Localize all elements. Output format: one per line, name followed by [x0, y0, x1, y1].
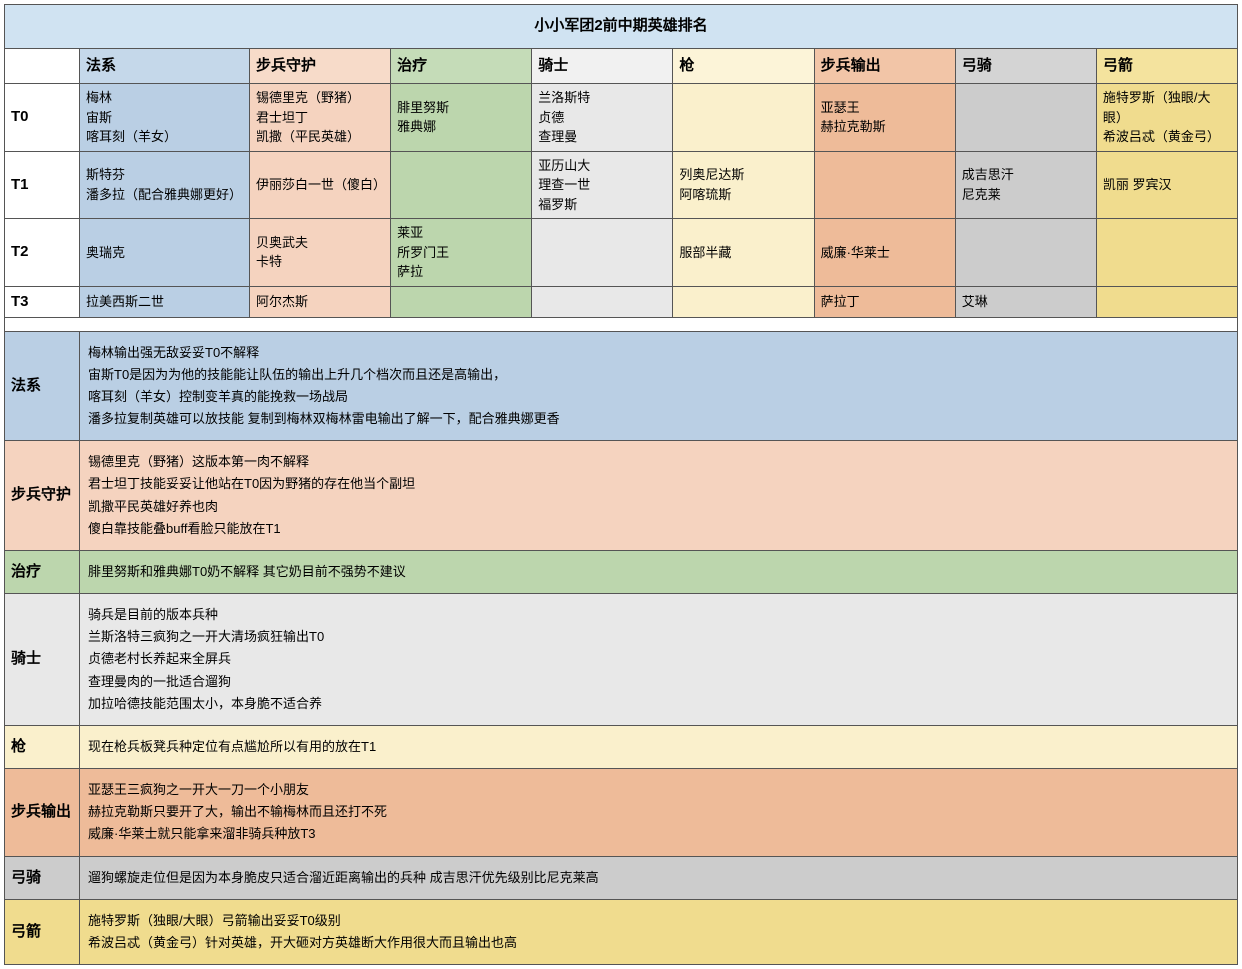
tier-cell: 萨拉丁 — [814, 286, 955, 318]
desc-label: 弓箭 — [5, 900, 80, 965]
col-header: 步兵守护 — [250, 48, 391, 84]
tier-label: T2 — [5, 219, 80, 287]
desc-label: 步兵守护 — [5, 441, 80, 550]
tier-cell — [391, 286, 532, 318]
tier-cell: 亚历山大理查一世福罗斯 — [532, 151, 673, 219]
desc-text: 腓里努斯和雅典娜T0奶不解释 其它奶目前不强势不建议 — [80, 550, 1238, 594]
tier-cell: 服部半藏 — [673, 219, 814, 287]
tier-cell: 莱亚所罗门王萨拉 — [391, 219, 532, 287]
tier-cell: 成吉思汗尼克莱 — [955, 151, 1096, 219]
col-header: 法系 — [80, 48, 250, 84]
tier-cell — [532, 219, 673, 287]
col-header: 弓箭 — [1096, 48, 1237, 84]
desc-label: 治疗 — [5, 550, 80, 594]
tier-cell: 贝奥武夫卡特 — [250, 219, 391, 287]
desc-text: 锡德里克（野猪）这版本第一肉不解释君士坦丁技能妥妥让他站在T0因为野猪的存在他当… — [80, 441, 1238, 550]
desc-text: 现在枪兵板凳兵种定位有点尴尬所以有用的放在T1 — [80, 725, 1238, 769]
tier-cell: 凯丽 罗宾汉 — [1096, 151, 1237, 219]
col-header: 弓骑 — [955, 48, 1096, 84]
tier-cell — [1096, 286, 1237, 318]
tier-cell: 锡德里克（野猪）君士坦丁凯撒（平民英雄） — [250, 84, 391, 152]
tier-label: T3 — [5, 286, 80, 318]
spacer — [5, 318, 1238, 332]
col-header: 步兵输出 — [814, 48, 955, 84]
tier-cell: 斯特芬潘多拉（配合雅典娜更好） — [80, 151, 250, 219]
tier-cell: 拉美西斯二世 — [80, 286, 250, 318]
desc-label: 步兵输出 — [5, 769, 80, 856]
tier-cell: 兰洛斯特贞德查理曼 — [532, 84, 673, 152]
tier-cell — [673, 84, 814, 152]
tier-cell: 施特罗斯（独眼/大眼）希波吕忒（黄金弓） — [1096, 84, 1237, 152]
tier-cell — [1096, 219, 1237, 287]
tier-cell: 亚瑟王赫拉克勒斯 — [814, 84, 955, 152]
tier-cell — [955, 219, 1096, 287]
col-header: 治疗 — [391, 48, 532, 84]
tier-cell: 梅林宙斯喀耳刻（羊女） — [80, 84, 250, 152]
tier-cell — [955, 84, 1096, 152]
tier-cell — [391, 151, 532, 219]
col-header: 枪 — [673, 48, 814, 84]
header-blank — [5, 48, 80, 84]
desc-text: 骑兵是目前的版本兵种兰斯洛特三疯狗之一开大清场疯狂输出T0贞德老村长养起来全屏兵… — [80, 594, 1238, 725]
tier-cell — [814, 151, 955, 219]
desc-text: 亚瑟王三疯狗之一开大一刀一个小朋友赫拉克勒斯只要开了大，输出不输梅林而且还打不死… — [80, 769, 1238, 856]
tier-cell: 腓里努斯雅典娜 — [391, 84, 532, 152]
tier-cell: 威廉·华莱士 — [814, 219, 955, 287]
desc-label: 骑士 — [5, 594, 80, 725]
tier-cell — [673, 286, 814, 318]
tier-cell: 列奥尼达斯阿喀琉斯 — [673, 151, 814, 219]
desc-label: 法系 — [5, 332, 80, 441]
tier-cell: 伊丽莎白一世（傻白） — [250, 151, 391, 219]
desc-text: 施特罗斯（独眼/大眼）弓箭输出妥妥T0级别希波吕忒（黄金弓）针对英雄，开大砸对方… — [80, 900, 1238, 965]
tier-cell — [532, 286, 673, 318]
table-title: 小小军团2前中期英雄排名 — [5, 5, 1238, 49]
tier-cell: 阿尔杰斯 — [250, 286, 391, 318]
tier-cell: 艾琳 — [955, 286, 1096, 318]
desc-label: 弓骑 — [5, 856, 80, 900]
hero-ranking-table: 小小军团2前中期英雄排名法系步兵守护治疗骑士枪步兵输出弓骑弓箭T0梅林宙斯喀耳刻… — [4, 4, 1238, 965]
tier-label: T1 — [5, 151, 80, 219]
tier-cell: 奥瑞克 — [80, 219, 250, 287]
col-header: 骑士 — [532, 48, 673, 84]
tier-label: T0 — [5, 84, 80, 152]
desc-text: 遛狗螺旋走位但是因为本身脆皮只适合溜近距离输出的兵种 成吉思汗优先级别比尼克莱高 — [80, 856, 1238, 900]
desc-text: 梅林输出强无敌妥妥T0不解释宙斯T0是因为为他的技能能让队伍的输出上升几个档次而… — [80, 332, 1238, 441]
desc-label: 枪 — [5, 725, 80, 769]
